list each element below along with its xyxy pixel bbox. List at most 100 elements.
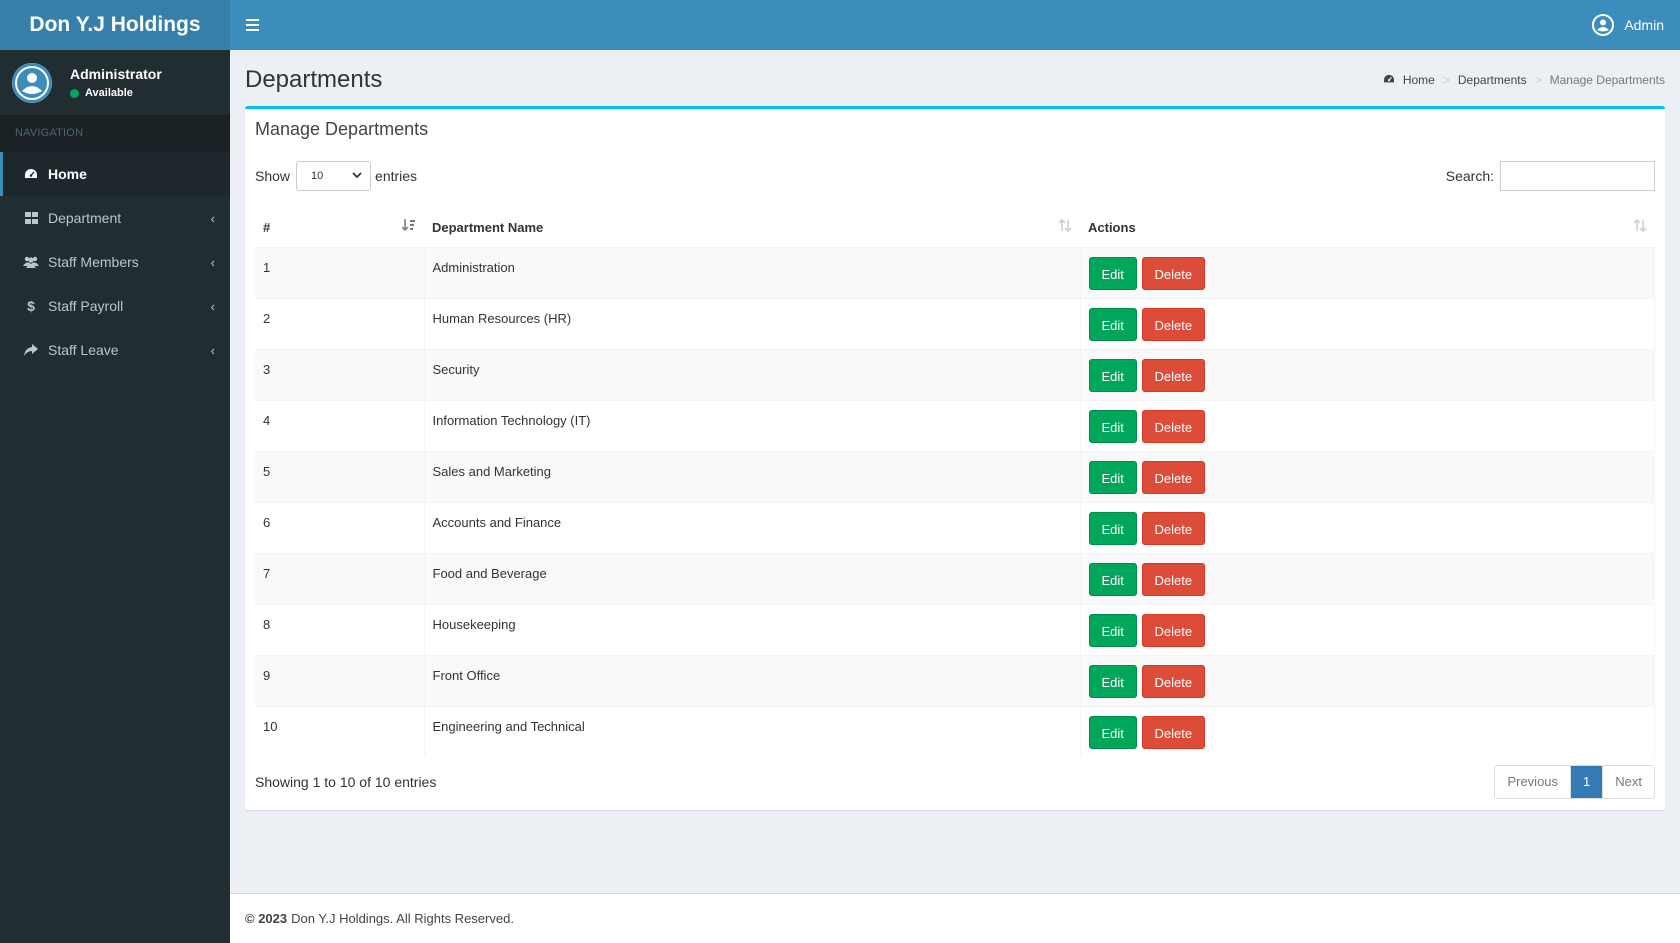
- page-footer: © 2023 Don Y.J Holdings. All Rights Rese…: [230, 893, 1680, 943]
- page-length-control: Show 10 entries: [255, 161, 417, 191]
- cell-department-name: Security: [424, 348, 1081, 400]
- delete-button[interactable]: Delete: [1141, 307, 1206, 341]
- sidebar-item-label: Staff Payroll: [48, 298, 124, 314]
- edit-button[interactable]: Edit: [1088, 715, 1137, 749]
- user-status-label: Available: [85, 87, 133, 99]
- search-control: Search:: [1446, 161, 1655, 191]
- table-row: 4 Information Technology (IT) Edit Delete: [255, 399, 1655, 451]
- pagination: Previous 1 Next: [1494, 765, 1655, 799]
- cell-actions: Edit Delete: [1080, 399, 1655, 451]
- table-row: 7 Food and Beverage Edit Delete: [255, 552, 1655, 604]
- column-header-name[interactable]: Department Name: [424, 208, 1080, 248]
- breadcrumb-home[interactable]: Home: [1402, 72, 1435, 87]
- nav-header: NAVIGATION: [0, 115, 230, 152]
- column-header-actions[interactable]: Actions: [1080, 208, 1655, 248]
- previous-button[interactable]: Previous: [1507, 774, 1559, 789]
- user-menu-label: Admin: [1624, 17, 1664, 33]
- sidebar-item-home[interactable]: Home: [0, 152, 230, 196]
- sidebar-item-staff-members[interactable]: Staff Members ‹: [0, 240, 230, 284]
- user-menu[interactable]: Admin: [1592, 14, 1664, 36]
- edit-button[interactable]: Edit: [1088, 562, 1137, 596]
- delete-button[interactable]: Delete: [1141, 511, 1206, 545]
- breadcrumb-departments[interactable]: Departments: [1457, 72, 1527, 87]
- page-1-button[interactable]: 1: [1570, 766, 1604, 798]
- edit-button[interactable]: Edit: [1088, 460, 1137, 494]
- chevron-left-icon: ‹: [210, 254, 215, 270]
- cell-actions: Edit Delete: [1080, 297, 1655, 349]
- sidebar-item-staff-payroll[interactable]: $ Staff Payroll ‹: [0, 284, 230, 328]
- sidebar-item-department[interactable]: Department ‹: [0, 196, 230, 240]
- cell-id: 7: [255, 552, 425, 604]
- share-icon: [20, 344, 42, 356]
- cell-id: 8: [255, 603, 425, 655]
- cell-actions: Edit Delete: [1080, 603, 1655, 655]
- search-input[interactable]: [1500, 161, 1655, 191]
- cell-department-name: Food and Beverage: [424, 552, 1081, 604]
- delete-button[interactable]: Delete: [1141, 409, 1206, 443]
- sidebar: Don Y.J Holdings Administrator Available…: [0, 0, 230, 943]
- delete-button[interactable]: Delete: [1141, 256, 1206, 290]
- cell-actions: Edit Delete: [1080, 348, 1655, 400]
- table-row: 10 Engineering and Technical Edit Delete: [255, 705, 1655, 757]
- table-row: 8 Housekeeping Edit Delete: [255, 603, 1655, 655]
- menu-toggle-icon[interactable]: [246, 13, 270, 37]
- delete-button[interactable]: Delete: [1141, 460, 1206, 494]
- cell-actions: Edit Delete: [1080, 552, 1655, 604]
- cell-department-name: Front Office: [424, 654, 1081, 706]
- table-row: 2 Human Resources (HR) Edit Delete: [255, 297, 1655, 349]
- cell-department-name: Human Resources (HR): [424, 297, 1081, 349]
- edit-button[interactable]: Edit: [1088, 664, 1137, 698]
- dashboard-icon: [1383, 73, 1395, 87]
- brand-logo[interactable]: Don Y.J Holdings: [0, 0, 230, 50]
- cell-actions: Edit Delete: [1080, 246, 1655, 298]
- sort-icon: [1632, 218, 1647, 235]
- user-avatar-icon: [1592, 14, 1615, 36]
- cell-actions: Edit Delete: [1080, 705, 1655, 757]
- cell-department-name: Sales and Marketing: [424, 450, 1081, 502]
- page-length-select[interactable]: 10: [296, 161, 372, 191]
- table-row: 1 Administration Edit Delete: [255, 246, 1655, 298]
- edit-button[interactable]: Edit: [1088, 613, 1137, 647]
- search-label: Search:: [1445, 168, 1494, 184]
- delete-button[interactable]: Delete: [1141, 715, 1206, 749]
- grid-icon: [20, 212, 42, 224]
- cell-id: 5: [255, 450, 425, 502]
- delete-button[interactable]: Delete: [1141, 562, 1206, 596]
- dashboard-icon: [20, 168, 42, 180]
- cell-department-name: Administration: [424, 246, 1081, 298]
- table-row: 9 Front Office Edit Delete: [255, 654, 1655, 706]
- next-button[interactable]: Next: [1615, 774, 1642, 789]
- copyright-year: © 2023: [245, 911, 288, 926]
- cell-department-name: Information Technology (IT): [424, 399, 1081, 451]
- cell-department-name: Housekeeping: [424, 603, 1081, 655]
- edit-button[interactable]: Edit: [1088, 511, 1137, 545]
- edit-button[interactable]: Edit: [1088, 409, 1137, 443]
- sort-icon: [1058, 218, 1072, 235]
- edit-button[interactable]: Edit: [1088, 256, 1137, 290]
- footer-text: Don Y.J Holdings. All Rights Reserved.: [291, 911, 514, 926]
- topbar: Admin: [230, 0, 1680, 50]
- user-status: Available: [70, 87, 162, 99]
- departments-table: # Department Name Actions: [255, 208, 1655, 757]
- sidebar-item-staff-leave[interactable]: Staff Leave ‹: [0, 328, 230, 372]
- delete-button[interactable]: Delete: [1141, 358, 1206, 392]
- cell-actions: Edit Delete: [1080, 450, 1655, 502]
- table-row: 6 Accounts and Finance Edit Delete: [255, 501, 1655, 553]
- breadcrumb: Home > Departments > Manage Departments: [1383, 70, 1665, 87]
- table-row: 5 Sales and Marketing Edit Delete: [255, 450, 1655, 502]
- page-title: Departments: [245, 66, 383, 93]
- edit-button[interactable]: Edit: [1088, 307, 1137, 341]
- chevron-left-icon: ‹: [210, 210, 215, 226]
- breadcrumb-current: Manage Departments: [1549, 72, 1665, 87]
- cell-id: 1: [255, 246, 425, 298]
- user-name: Administrator: [70, 66, 162, 82]
- column-header-id[interactable]: #: [255, 208, 424, 248]
- delete-button[interactable]: Delete: [1141, 664, 1206, 698]
- delete-button[interactable]: Delete: [1141, 613, 1206, 647]
- edit-button[interactable]: Edit: [1088, 358, 1137, 392]
- status-dot-icon: [70, 88, 79, 98]
- users-icon: [20, 256, 42, 268]
- dollar-icon: $: [27, 298, 35, 314]
- sort-asc-icon: [401, 219, 416, 235]
- main-content: Departments Home > Departments > Manage …: [230, 50, 1680, 893]
